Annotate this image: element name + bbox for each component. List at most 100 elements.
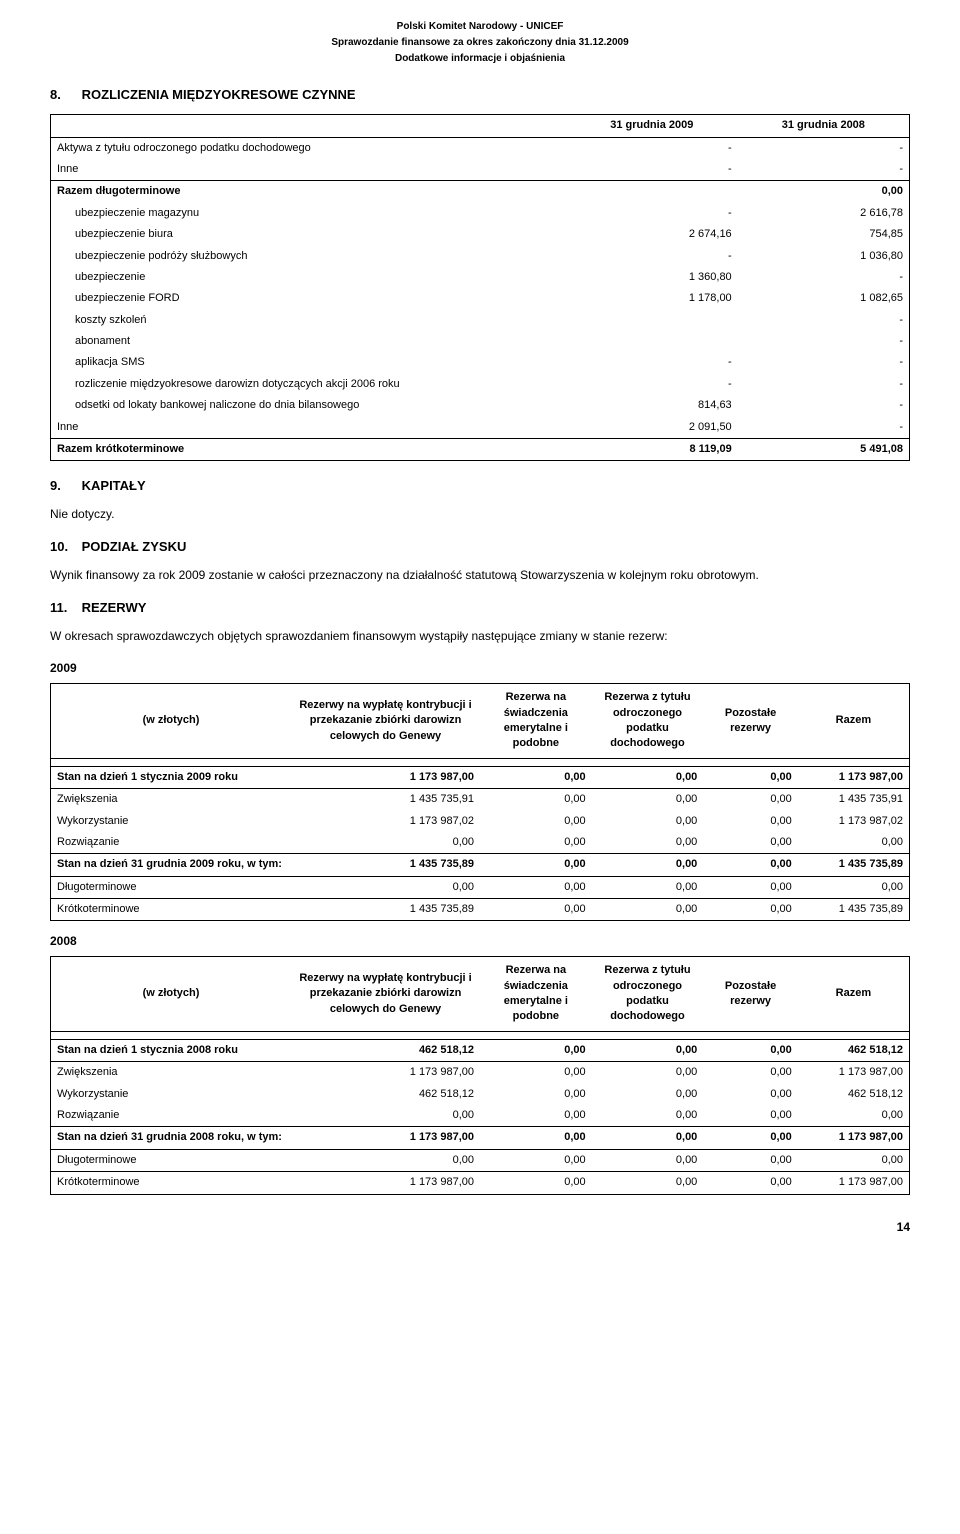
res-cell-v2: 0,00 [592, 1105, 704, 1127]
t8-cell-v1: 1 178,00 [566, 288, 738, 309]
res-h-c6: Razem [798, 957, 910, 1032]
res-cell-v3: 0,00 [703, 876, 797, 898]
res-cell-v4: 0,00 [798, 876, 910, 898]
t8-cell-v1: - [566, 137, 738, 159]
res-cell-v1: 0,00 [480, 832, 592, 854]
res-cell-label: Stan na dzień 1 stycznia 2008 roku [51, 1039, 292, 1061]
res-cell-v0: 1 435 735,89 [291, 854, 480, 876]
res-cell-v2: 0,00 [592, 1149, 704, 1171]
res-cell-v1: 0,00 [480, 1149, 592, 1171]
res-cell-label: Wykorzystanie [51, 1084, 292, 1105]
t8-cell-label: Inne [51, 159, 566, 181]
table-row: ubezpieczenie magazynu-2 616,78 [51, 203, 910, 224]
t8-cell-label: koszty szkoleń [51, 310, 566, 331]
t8-cell-v2: - [738, 310, 910, 331]
header-line-3: Dodatkowe informacje i objaśnienia [50, 52, 910, 66]
res-cell-v1: 0,00 [480, 1084, 592, 1105]
section-9-title: 9. KAPITAŁY [50, 477, 910, 495]
res-cell-v3: 0,00 [703, 1172, 797, 1194]
res-cell-v3: 0,00 [703, 1105, 797, 1127]
table-row: Inne-- [51, 159, 910, 181]
res-cell-v2: 0,00 [592, 1062, 704, 1084]
res-cell-v0: 0,00 [291, 1105, 480, 1127]
res-cell-label: Rozwiązanie [51, 1105, 292, 1127]
t8-cell-v2: - [738, 417, 910, 439]
res-cell-v0: 1 173 987,02 [291, 811, 480, 832]
t8-cell-v1 [566, 331, 738, 352]
res-cell-v3: 0,00 [703, 811, 797, 832]
table-row: odsetki od lokaty bankowej naliczone do … [51, 395, 910, 416]
t8-cell-label: aplikacja SMS [51, 352, 566, 373]
t8-cell-v1: 1 360,80 [566, 267, 738, 288]
res-cell-v1: 0,00 [480, 1039, 592, 1061]
res-cell-v1: 0,00 [480, 1105, 592, 1127]
res-cell-v2: 0,00 [592, 811, 704, 832]
table-row: ubezpieczenie podróży służbowych-1 036,8… [51, 246, 910, 267]
t8-cell-label: ubezpieczenie podróży służbowych [51, 246, 566, 267]
res-cell-v2: 0,00 [592, 789, 704, 811]
res-cell-label: Stan na dzień 31 grudnia 2009 roku, w ty… [51, 854, 292, 876]
res-cell-v1: 0,00 [480, 1127, 592, 1149]
res-cell-v0: 1 435 735,91 [291, 789, 480, 811]
section-11-title: 11. REZERWY [50, 599, 910, 617]
table-row: Krótkoterminowe1 435 735,890,000,000,001… [51, 899, 910, 921]
table-reserves-2008: (w złotych) Rezerwy na wypłatę kontrybuc… [50, 956, 910, 1194]
section-11-name: REZERWY [82, 600, 147, 615]
table-row: aplikacja SMS-- [51, 352, 910, 373]
res-cell-v4: 1 173 987,00 [798, 1172, 910, 1194]
res-cell-v1: 0,00 [480, 766, 592, 788]
res-cell-v3: 0,00 [703, 766, 797, 788]
section-8-name: ROZLICZENIA MIĘDZYOKRESOWE CZYNNE [82, 87, 356, 102]
table-row: Stan na dzień 31 grudnia 2009 roku, w ty… [51, 854, 910, 876]
t8-cell-v1 [566, 181, 738, 203]
t8-cell-label: Inne [51, 417, 566, 439]
t8-header-blank [51, 115, 566, 137]
res-cell-v1: 0,00 [480, 1062, 592, 1084]
res-cell-v0: 1 173 987,00 [291, 1172, 480, 1194]
section-10-title: 10. PODZIAŁ ZYSKU [50, 538, 910, 556]
res-cell-v2: 0,00 [592, 832, 704, 854]
res-cell-v3: 0,00 [703, 1127, 797, 1149]
page-number: 14 [50, 1219, 910, 1236]
res-cell-v0: 1 173 987,00 [291, 1127, 480, 1149]
table-row: Krótkoterminowe1 173 987,000,000,000,001… [51, 1172, 910, 1194]
t8-cell-v2: - [738, 159, 910, 181]
t8-cell-v2: 754,85 [738, 224, 910, 245]
table-row: Rozwiązanie0,000,000,000,000,00 [51, 1105, 910, 1127]
t8-cell-label: ubezpieczenie FORD [51, 288, 566, 309]
t8-cell-label: ubezpieczenie magazynu [51, 203, 566, 224]
t8-cell-v1: - [566, 159, 738, 181]
t8-cell-v2: 1 036,80 [738, 246, 910, 267]
page-header: Polski Komitet Narodowy - UNICEF Sprawoz… [50, 20, 910, 66]
table-row: Długoterminowe0,000,000,000,000,00 [51, 1149, 910, 1171]
res-cell-v4: 1 173 987,00 [798, 766, 910, 788]
table-row: Zwiększenia1 435 735,910,000,000,001 435… [51, 789, 910, 811]
t8-cell-label: odsetki od lokaty bankowej naliczone do … [51, 395, 566, 416]
table-row: ubezpieczenie FORD1 178,001 082,65 [51, 288, 910, 309]
year-2009-label: 2009 [50, 660, 910, 677]
res-cell-v1: 0,00 [480, 789, 592, 811]
res-cell-label: Rozwiązanie [51, 832, 292, 854]
table-row: ubezpieczenie biura2 674,16754,85 [51, 224, 910, 245]
table-8-rozliczenia: 31 grudnia 2009 31 grudnia 2008 Aktywa z… [50, 114, 910, 461]
res-cell-v4: 1 435 735,91 [798, 789, 910, 811]
res-cell-v3: 0,00 [703, 1062, 797, 1084]
section-11-body: W okresach sprawozdawczych objętych spra… [50, 628, 910, 645]
res-cell-label: Długoterminowe [51, 1149, 292, 1171]
res-cell-v4: 462 518,12 [798, 1039, 910, 1061]
res-h-c2: Rezerwy na wypłatę kontrybucji i przekaz… [291, 684, 480, 759]
res-cell-v0: 462 518,12 [291, 1084, 480, 1105]
t8-cell-label: Razem krótkoterminowe [51, 439, 566, 461]
res-cell-v4: 1 435 735,89 [798, 854, 910, 876]
res-cell-v1: 0,00 [480, 899, 592, 921]
t8-cell-v2: 2 616,78 [738, 203, 910, 224]
res-cell-v2: 0,00 [592, 1127, 704, 1149]
res-cell-v4: 1 173 987,00 [798, 1127, 910, 1149]
res-cell-v0: 0,00 [291, 876, 480, 898]
t8-cell-v1: - [566, 246, 738, 267]
res-h-c1: (w złotych) [51, 684, 292, 759]
res-cell-v2: 0,00 [592, 1039, 704, 1061]
table-row: Zwiększenia1 173 987,000,000,000,001 173… [51, 1062, 910, 1084]
res-cell-v0: 1 173 987,00 [291, 1062, 480, 1084]
res-h-c1: (w złotych) [51, 957, 292, 1032]
